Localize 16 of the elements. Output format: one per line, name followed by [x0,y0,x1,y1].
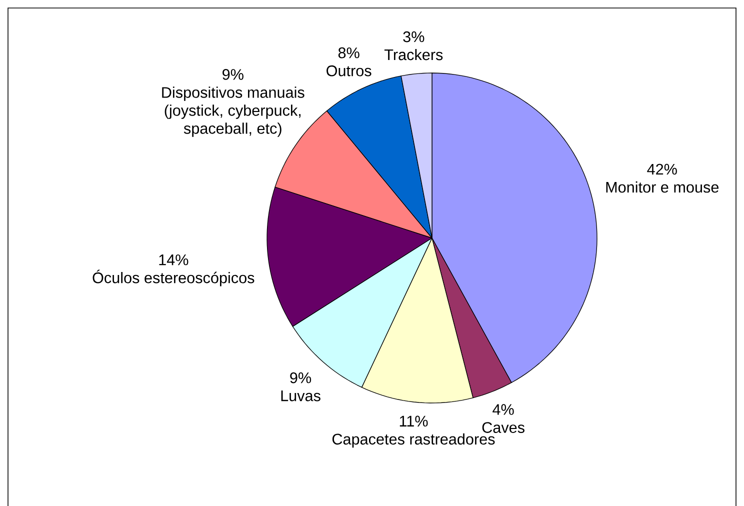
slice-label: Trackers [384,48,443,60]
slice-label: Óculos estereoscópicos [92,270,254,286]
data-label: 9% [222,69,244,80]
slice-label: Monitor e mouse [606,181,719,193]
data-label: 9% [290,372,312,384]
slice-label: Outros [326,65,372,76]
slice-label: Dispositivos manuais (joystick, cyberpuck, spaceball, etc) [162,86,304,137]
data-label: 8% [338,47,360,58]
slice-label: Luvas [281,390,320,402]
data-label: 14% [159,254,188,266]
data-label: 3% [403,31,424,42]
data-label: 11% [400,416,428,427]
slice-label: Capacetes rastreadores [332,433,495,448]
data-label: 4% [492,404,514,415]
data-label: 42% [647,164,677,175]
slice-label: Caves [482,422,524,433]
